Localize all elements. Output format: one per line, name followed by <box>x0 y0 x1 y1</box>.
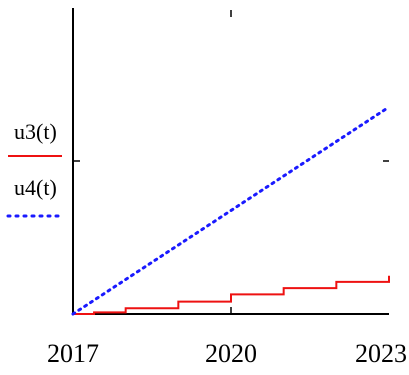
x-tick-label: 2017 <box>47 339 99 368</box>
plot-frame <box>72 8 389 315</box>
series-layer <box>71 105 391 316</box>
legend-label-2: u4(t) <box>14 175 57 200</box>
x-tick-label: 2023 <box>355 339 407 368</box>
legend-label-1: u3(t) <box>14 119 57 144</box>
legend: u3(t) u4(t) <box>6 119 64 218</box>
series-line-1 <box>73 275 390 315</box>
series-line-2 <box>71 105 391 316</box>
x-tick-label: 2020 <box>205 339 257 368</box>
tick-layer: 2017 2020 2023 <box>47 10 407 368</box>
